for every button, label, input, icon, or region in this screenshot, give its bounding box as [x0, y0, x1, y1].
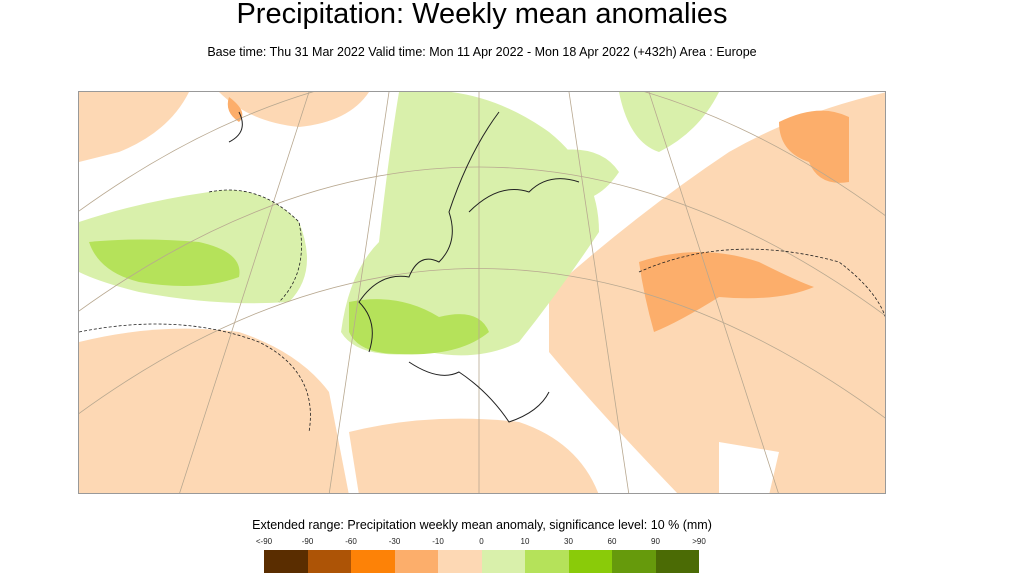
legend-color-bar — [264, 550, 699, 573]
graticule — [79, 92, 885, 493]
coastlines — [228, 111, 580, 423]
legend-label: -90 — [301, 537, 314, 546]
legend-swatch — [307, 550, 351, 573]
legend-swatch — [264, 550, 308, 573]
legend-label: -60 — [345, 537, 357, 546]
legend-label: 60 — [607, 537, 617, 546]
legend-swatch — [612, 550, 656, 573]
strong-dry-anomaly-areas — [227, 97, 849, 332]
legend-labels: <-90 -90 -60 -30 -10 0 10 30 60 90 >90 — [256, 537, 706, 547]
legend-swatch — [438, 550, 482, 573]
legend-swatch — [655, 550, 699, 573]
legend-swatch — [568, 550, 612, 573]
legend-label: 30 — [564, 537, 573, 546]
map-subtitle: Base time: Thu 31 Mar 2022 Valid time: M… — [207, 45, 757, 59]
legend-swatch — [481, 550, 525, 573]
legend-label: >90 — [692, 537, 706, 546]
legend-swatch — [525, 550, 569, 573]
legend-label: 90 — [651, 537, 660, 546]
map-canvas — [79, 92, 885, 493]
legend-swatch — [394, 550, 438, 573]
legend-title: Extended range: Precipitation weekly mea… — [252, 518, 712, 532]
legend-label: 0 — [479, 537, 484, 546]
legend-label: 10 — [520, 537, 530, 546]
legend-label: -10 — [432, 537, 444, 546]
significance-contours — [79, 189, 885, 433]
legend-label: -30 — [388, 537, 401, 546]
legend-swatch — [351, 550, 395, 573]
legend-label: <-90 — [255, 537, 273, 546]
map-title: Precipitation: Weekly mean anomalies — [236, 0, 728, 30]
precipitation-anomaly-map — [78, 91, 886, 494]
strong-wet-anomaly-areas — [89, 239, 489, 355]
